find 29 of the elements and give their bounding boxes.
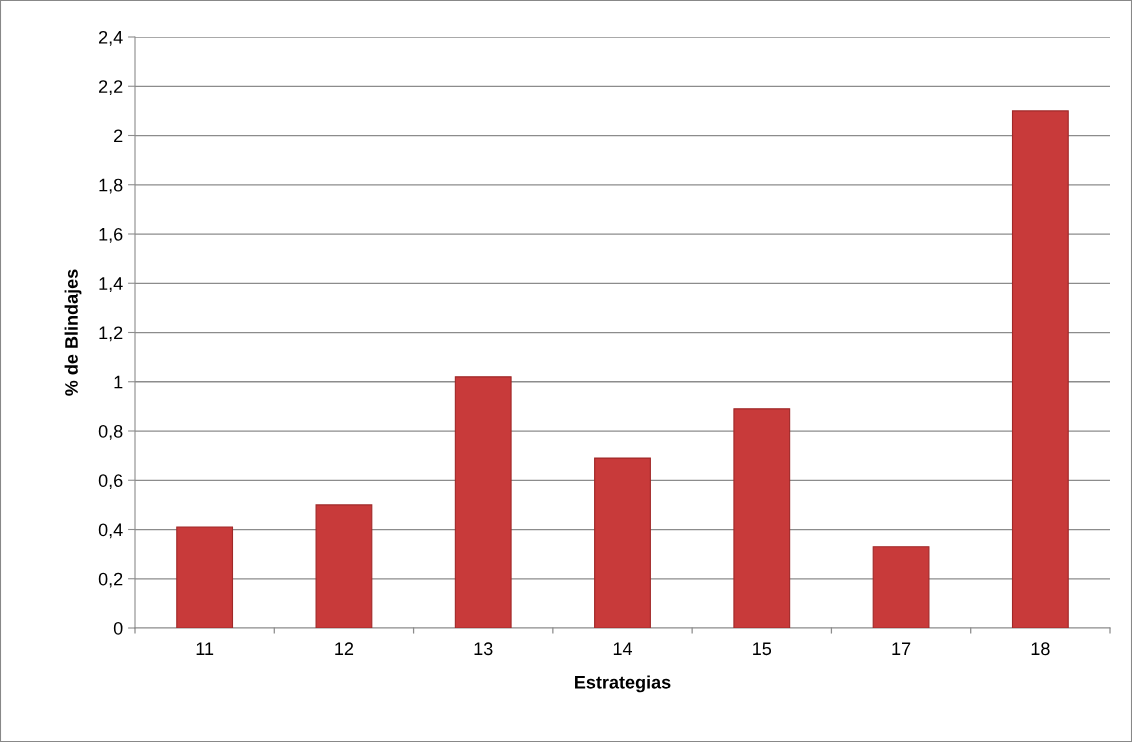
y-tick-label: 1,8 [99,178,123,194]
bar [594,457,651,628]
y-tick-label: 0 [113,621,123,635]
y-tick-label: 2 [114,129,123,143]
x-tick-label: 14 [613,642,633,655]
y-tick-label: 2,4 [99,30,123,46]
bar [176,526,234,628]
bar [733,408,791,628]
x-tick-label: 18 [1031,642,1050,656]
bar [1011,110,1069,628]
y-tick-label: 1,6 [99,227,123,243]
x-tick-label: 11 [196,642,214,655]
x-tick-label: 13 [474,642,493,656]
y-tick-label: 0,2 [98,572,123,588]
x-tick-label: 15 [753,642,772,656]
bar [872,546,930,628]
y-tick-label: 2,2 [99,80,123,96]
y-tick-label: 0,4 [98,523,123,539]
x-tick-label: 12 [335,642,354,655]
bar [454,376,512,628]
y-tick-label: 1,4 [99,277,123,293]
y-tick-label: 0,8 [98,424,123,440]
x-axis-title: Estrategias [575,675,671,693]
bar [315,504,373,628]
y-tick-label: 1 [114,375,123,389]
y-tick-label: 1,2 [99,326,123,342]
x-tick-label: 17 [892,642,911,655]
y-axis-title: % de Blindajes [64,269,82,396]
y-tick-label: 0,6 [98,474,123,490]
